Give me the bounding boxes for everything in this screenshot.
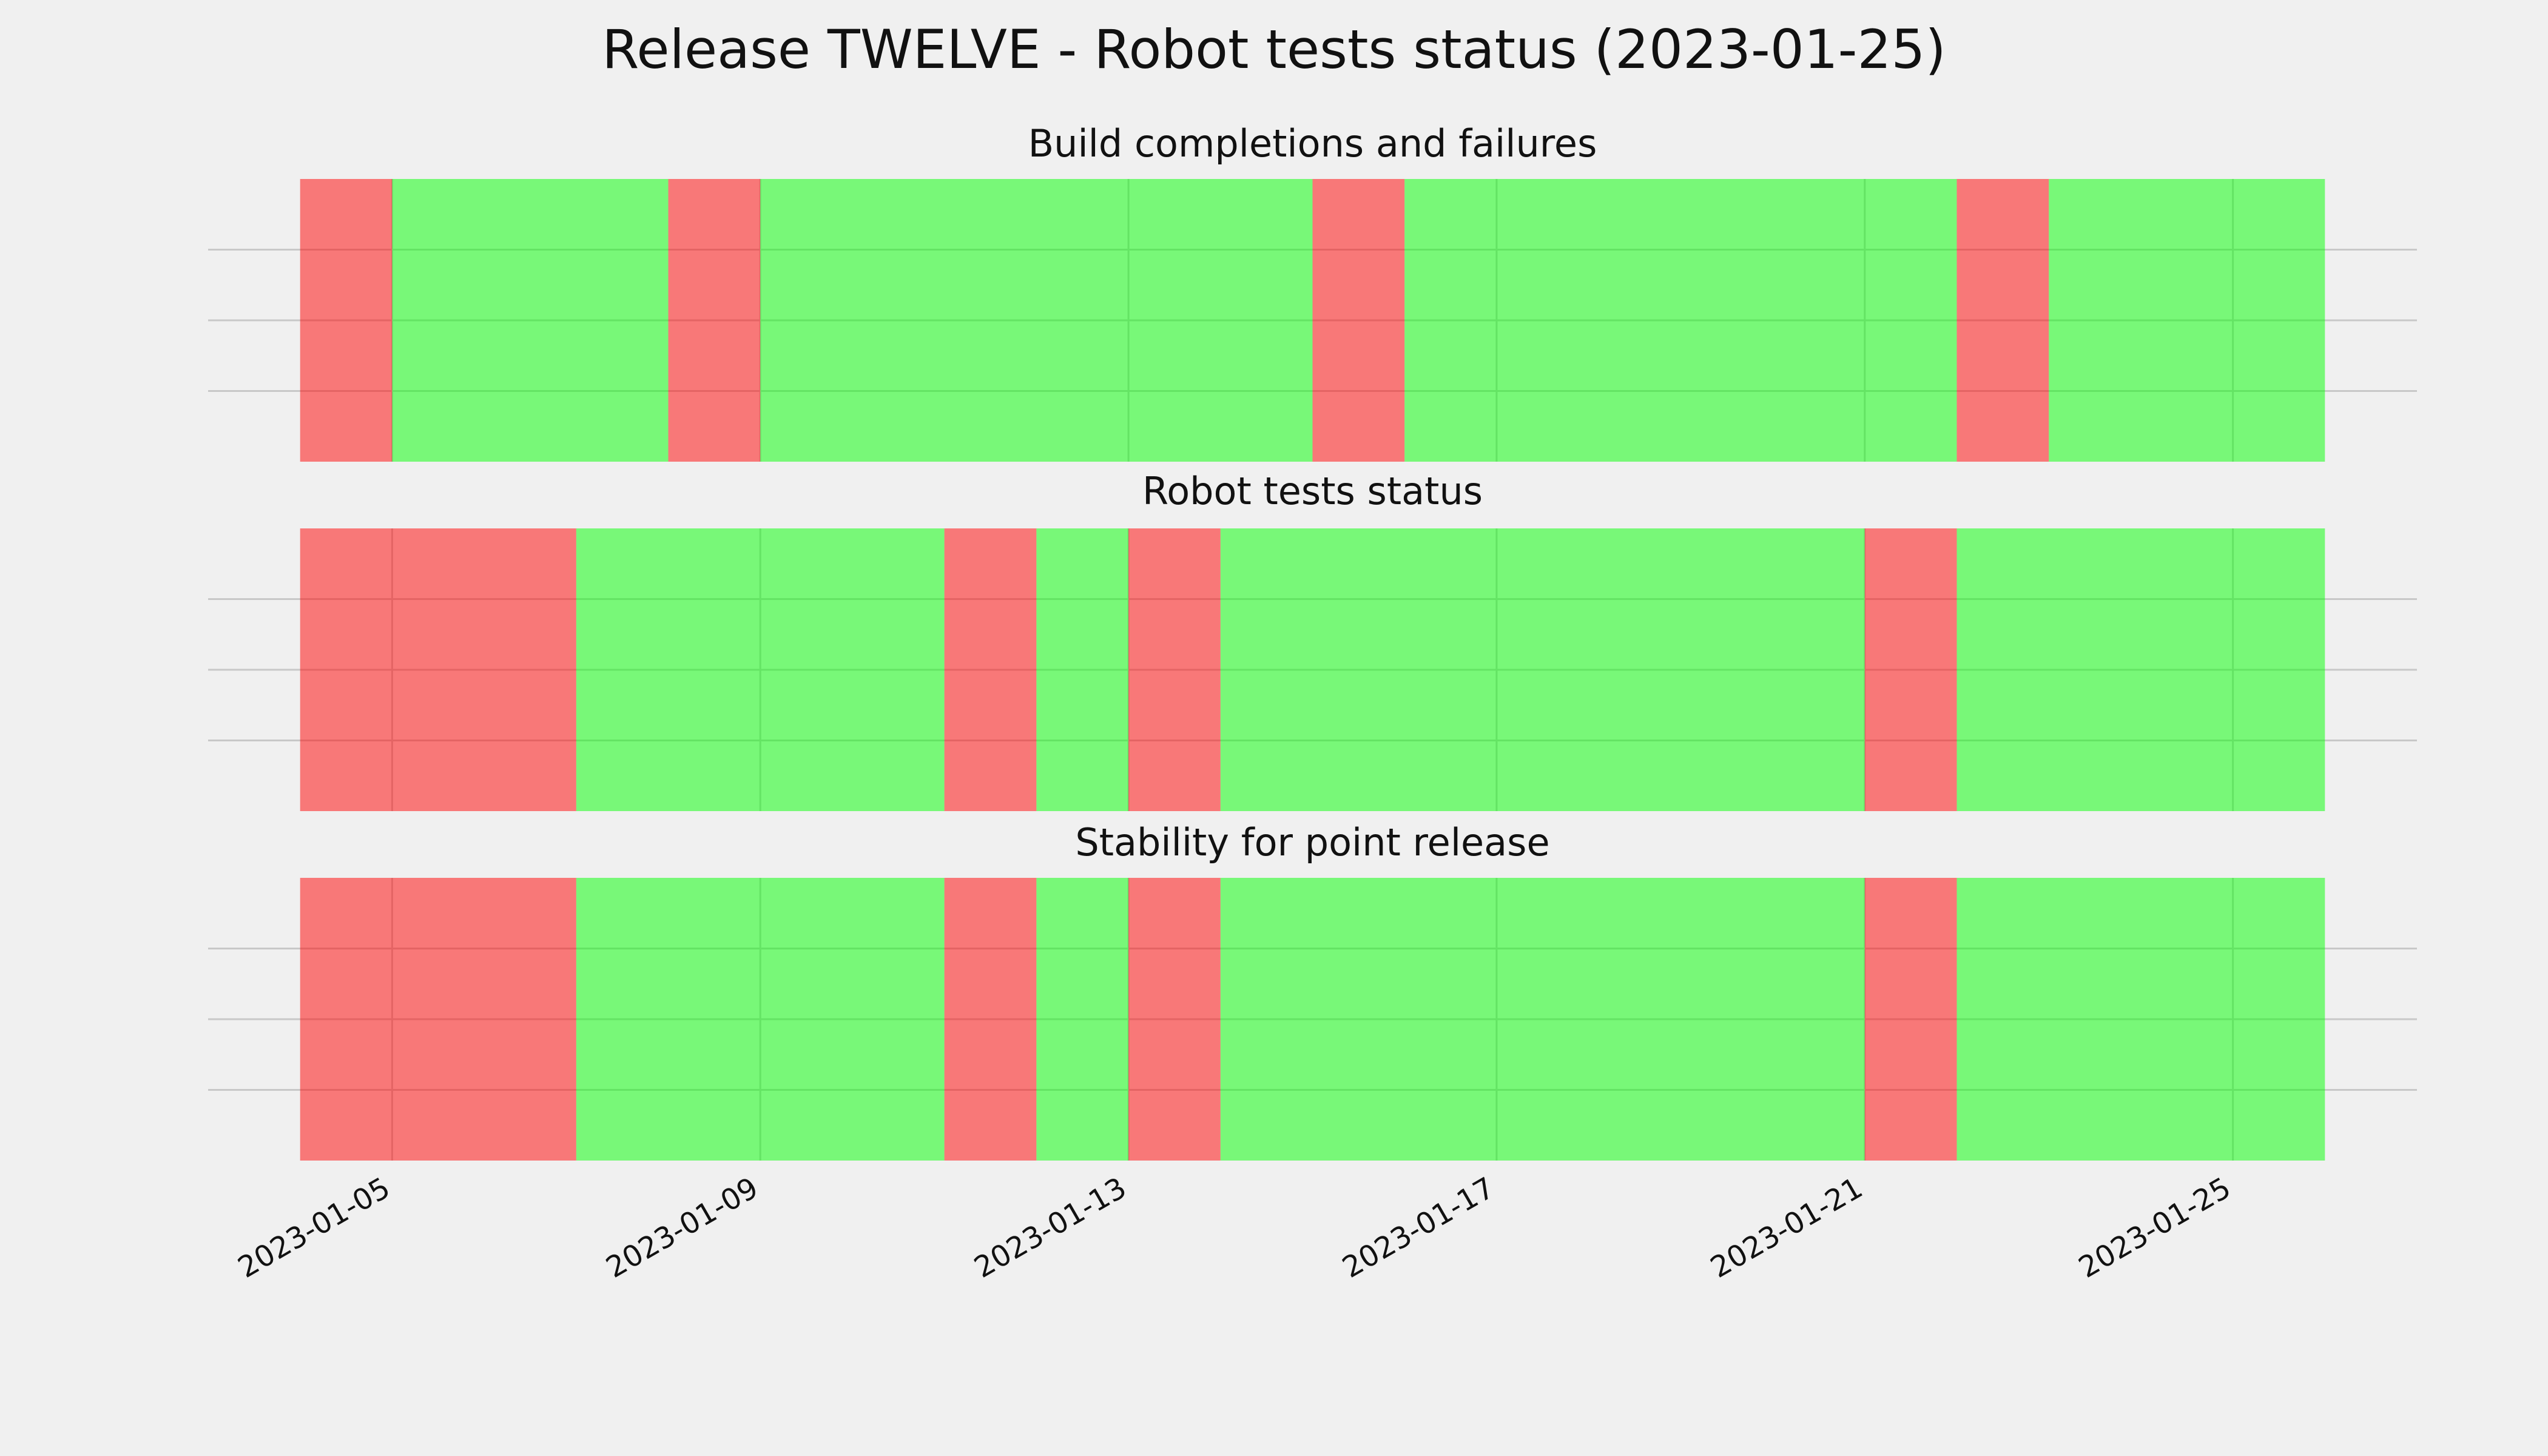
- status-span: [1864, 878, 1957, 1161]
- status-span: [1036, 528, 1129, 811]
- status-span: [1312, 179, 1405, 462]
- status-span: [300, 528, 576, 811]
- status-span: [760, 179, 1313, 462]
- status-span: [300, 878, 576, 1161]
- status-span: [668, 179, 761, 462]
- status-span: [1956, 179, 2049, 462]
- status-span: [1864, 528, 1957, 811]
- status-span: [2049, 179, 2325, 462]
- status-span: [944, 528, 1037, 811]
- panel-title: Stability for point release: [1075, 820, 1549, 864]
- status-span: [392, 179, 669, 462]
- status-span: [1220, 878, 1865, 1161]
- status-span: [1956, 878, 2325, 1161]
- status-span: [1956, 528, 2325, 811]
- status-span: [944, 878, 1037, 1161]
- status-span: [1404, 179, 1957, 462]
- chart-title: Release TWELVE - Robot tests status (202…: [602, 18, 1946, 81]
- status-span: [1036, 878, 1129, 1161]
- status-span: [300, 179, 393, 462]
- panel-title: Robot tests status: [1142, 469, 1483, 513]
- panel-title: Build completions and failures: [1028, 121, 1597, 166]
- status-span: [1220, 528, 1865, 811]
- status-span: [576, 878, 945, 1161]
- status-span: [1128, 528, 1221, 811]
- status-span: [576, 528, 945, 811]
- status-span: [1128, 878, 1221, 1161]
